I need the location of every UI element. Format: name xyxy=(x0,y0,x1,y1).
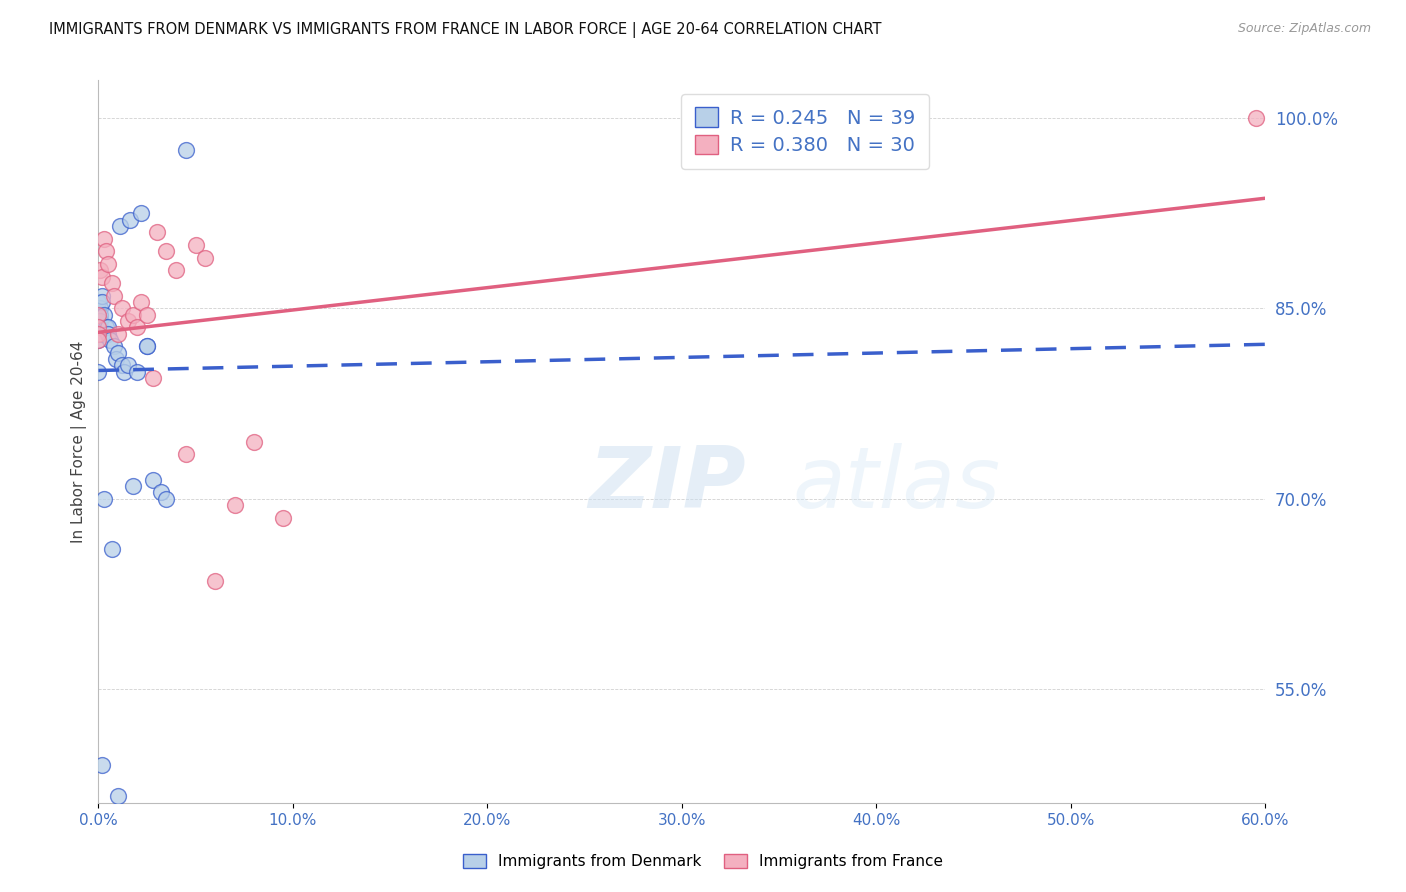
Point xyxy=(87,333,110,347)
Text: IMMIGRANTS FROM DENMARK VS IMMIGRANTS FROM FRANCE IN LABOR FORCE | AGE 20-64 COR: IMMIGRANTS FROM DENMARK VS IMMIGRANTS FR… xyxy=(49,22,882,38)
Point xyxy=(243,434,266,449)
Legend: R = 0.245   N = 39, R = 0.380   N = 30: R = 0.245 N = 39, R = 0.380 N = 30 xyxy=(682,94,929,169)
Point xyxy=(93,491,115,506)
Point xyxy=(98,333,121,347)
Point xyxy=(91,326,114,341)
Point xyxy=(87,308,110,322)
Point xyxy=(107,789,129,804)
Point xyxy=(103,289,125,303)
Point xyxy=(104,352,127,367)
Point xyxy=(91,757,114,772)
Point xyxy=(111,301,134,316)
Point xyxy=(93,308,115,322)
Point xyxy=(111,359,134,373)
Point xyxy=(91,269,114,284)
Point xyxy=(87,326,110,341)
Point xyxy=(91,295,114,310)
Point xyxy=(136,339,159,353)
Point xyxy=(89,263,111,277)
Point xyxy=(87,295,110,310)
Y-axis label: In Labor Force | Age 20-64: In Labor Force | Age 20-64 xyxy=(72,341,87,542)
Point xyxy=(89,301,111,316)
Text: Source: ZipAtlas.com: Source: ZipAtlas.com xyxy=(1237,22,1371,36)
Point xyxy=(184,238,207,252)
Point xyxy=(87,320,110,334)
Point xyxy=(89,308,111,322)
Point xyxy=(118,212,141,227)
Point xyxy=(129,295,152,310)
Point xyxy=(103,339,125,353)
Point xyxy=(174,143,197,157)
Point xyxy=(194,251,217,265)
Point xyxy=(87,308,110,322)
Point xyxy=(155,491,177,506)
Point xyxy=(127,365,149,379)
Point xyxy=(117,359,139,373)
Legend: Immigrants from Denmark, Immigrants from France: Immigrants from Denmark, Immigrants from… xyxy=(457,847,949,875)
Point xyxy=(107,346,129,360)
Point xyxy=(97,320,120,334)
Point xyxy=(87,326,110,341)
Point xyxy=(112,365,135,379)
Point xyxy=(107,326,129,341)
Point xyxy=(136,339,159,353)
Text: ZIP: ZIP xyxy=(589,443,747,526)
Point xyxy=(127,320,149,334)
Point xyxy=(93,232,115,246)
Point xyxy=(224,498,246,512)
Point xyxy=(122,308,145,322)
Point xyxy=(101,542,124,557)
Point xyxy=(91,289,114,303)
Point xyxy=(146,226,169,240)
Point xyxy=(97,257,120,271)
Text: atlas: atlas xyxy=(793,443,1001,526)
Point xyxy=(1244,112,1267,126)
Point xyxy=(204,574,226,588)
Point xyxy=(174,447,197,461)
Point xyxy=(117,314,139,328)
Point xyxy=(89,314,111,328)
Point xyxy=(87,314,110,328)
Point xyxy=(96,244,118,259)
Point xyxy=(101,276,124,290)
Point xyxy=(87,333,110,347)
Point xyxy=(136,308,159,322)
Point xyxy=(87,365,110,379)
Point xyxy=(165,263,187,277)
Point xyxy=(149,485,172,500)
Point xyxy=(271,510,294,524)
Point xyxy=(155,244,177,259)
Point xyxy=(142,473,165,487)
Point xyxy=(122,479,145,493)
Point xyxy=(96,320,118,334)
Point xyxy=(142,371,165,385)
Point xyxy=(108,219,131,233)
Point xyxy=(97,326,120,341)
Point xyxy=(129,206,152,220)
Point xyxy=(87,320,110,334)
